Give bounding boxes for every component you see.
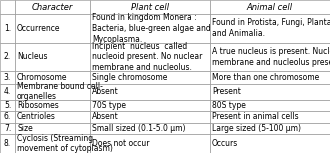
Text: 1.: 1. [4, 24, 11, 33]
Bar [0, 71, 15, 84]
Text: Large sized (5-100 μm): Large sized (5-100 μm) [212, 124, 301, 133]
Text: Small sized (0.1-5.0 μm): Small sized (0.1-5.0 μm) [92, 124, 185, 133]
Bar [15, 134, 90, 153]
Bar [15, 43, 90, 71]
Bar [90, 84, 210, 100]
Bar [15, 123, 90, 134]
Bar [15, 0, 90, 14]
Bar [210, 84, 330, 100]
Bar [90, 123, 210, 134]
Bar [0, 111, 15, 123]
Bar [90, 14, 210, 43]
Bar [0, 134, 15, 153]
Text: Absent: Absent [92, 112, 119, 121]
Text: Character: Character [32, 2, 73, 11]
Text: Size: Size [17, 124, 33, 133]
Bar [0, 0, 15, 14]
Text: 70S type: 70S type [92, 101, 126, 110]
Text: A true nucleus is present. Nuclear
membrane and nucleolus present.: A true nucleus is present. Nuclear membr… [212, 47, 330, 67]
Text: Absent: Absent [92, 87, 119, 96]
Text: Cyclosis (Streaming
movement of cytoplasm): Cyclosis (Streaming movement of cytoplas… [17, 134, 113, 153]
Bar [90, 100, 210, 111]
Bar [210, 0, 330, 14]
Bar [90, 111, 210, 123]
Bar [210, 134, 330, 153]
Bar [210, 43, 330, 71]
Text: Membrane bound cell-
organelles: Membrane bound cell- organelles [17, 82, 103, 101]
Bar [0, 123, 15, 134]
Text: Present in animal cells: Present in animal cells [212, 112, 299, 121]
Bar [0, 43, 15, 71]
Text: Occurs: Occurs [212, 139, 238, 148]
Bar [210, 123, 330, 134]
Text: Found in Protista, Fungi, Plantae
and Animalia.: Found in Protista, Fungi, Plantae and An… [212, 18, 330, 38]
Bar [210, 14, 330, 43]
Text: Single chromosome: Single chromosome [92, 73, 167, 82]
Bar [210, 71, 330, 84]
Text: 8.: 8. [4, 139, 11, 148]
Text: 6.: 6. [4, 112, 11, 121]
Text: 80S type: 80S type [212, 101, 246, 110]
Text: Incipient  nucleus  called
nucleoid present. No nuclear
membrane and nucleolus.: Incipient nucleus called nucleoid presen… [92, 42, 202, 72]
Bar [0, 100, 15, 111]
Bar [15, 100, 90, 111]
Bar [15, 71, 90, 84]
Text: More than one chromosome: More than one chromosome [212, 73, 319, 82]
Text: Present: Present [212, 87, 241, 96]
Text: Nucleus: Nucleus [17, 52, 48, 61]
Text: Ribosomes: Ribosomes [17, 101, 59, 110]
Text: Occurrence: Occurrence [17, 24, 60, 33]
Bar [15, 84, 90, 100]
Text: Chromosome: Chromosome [17, 73, 68, 82]
Text: 4.: 4. [4, 87, 11, 96]
Bar [210, 100, 330, 111]
Text: Centrioles: Centrioles [17, 112, 56, 121]
Bar [0, 84, 15, 100]
Bar [90, 134, 210, 153]
Text: 2.: 2. [4, 52, 11, 61]
Bar [90, 0, 210, 14]
Bar [210, 111, 330, 123]
Text: 5.: 5. [4, 101, 11, 110]
Text: 7.: 7. [4, 124, 11, 133]
Bar [15, 14, 90, 43]
Bar [15, 111, 90, 123]
Text: Plant cell: Plant cell [131, 2, 169, 11]
Text: Found in kingdom Monera :
Bacteria, blue-green algae and
Mycoplasma.: Found in kingdom Monera : Bacteria, blue… [92, 13, 211, 44]
Text: 3.: 3. [4, 73, 11, 82]
Bar [90, 71, 210, 84]
Bar [90, 43, 210, 71]
Text: Animal cell: Animal cell [247, 2, 293, 11]
Text: Does not occur: Does not occur [92, 139, 149, 148]
Bar [0, 14, 15, 43]
